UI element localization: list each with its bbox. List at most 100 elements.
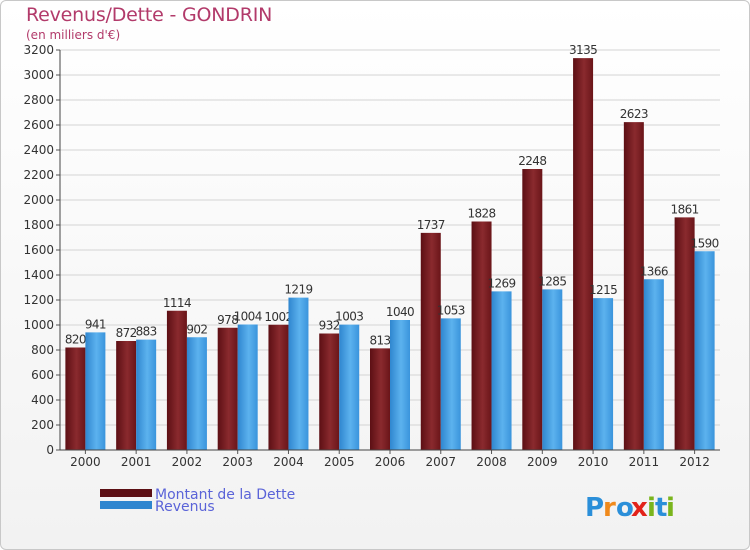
- y-tick-label: 2800: [23, 93, 54, 107]
- label-dette-2011: 2623: [620, 107, 648, 121]
- logo-letter: i: [666, 493, 675, 523]
- label-dette-2007: 1737: [417, 218, 445, 232]
- logo-letter: o: [616, 493, 634, 523]
- label-dette-2012: 1861: [671, 202, 699, 216]
- bar-dette-2007: [420, 232, 441, 450]
- x-tick-label: 2003: [222, 455, 253, 469]
- label-dette-2004: 1002: [264, 310, 292, 324]
- label-revenus-2009: 1285: [538, 274, 566, 288]
- bar-dette-2005: [319, 333, 340, 450]
- bar-dette-2006: [370, 348, 390, 450]
- bar-dette-2003: [217, 327, 238, 450]
- y-tick-label: 2200: [23, 168, 54, 182]
- bar-revenus-2003: [237, 324, 258, 450]
- bar-dette-2004: [268, 324, 289, 450]
- bar-revenus-2012: [694, 251, 715, 450]
- label-dette-2002: 1114: [163, 296, 191, 310]
- x-tick-label: 2001: [121, 455, 152, 469]
- legend-label-revenus: Revenus: [155, 499, 215, 515]
- y-tick-label: 1600: [23, 243, 54, 257]
- y-tick-label: 1400: [23, 268, 54, 282]
- legend-swatch-dette: [100, 489, 152, 497]
- y-tick-label: 2000: [23, 193, 54, 207]
- bar-dette-2011: [623, 122, 644, 450]
- label-dette-2001: 872: [116, 326, 137, 340]
- y-tick-label: 1000: [23, 318, 54, 332]
- y-tick-label: 1200: [23, 293, 54, 307]
- x-tick-label: 2010: [578, 455, 609, 469]
- y-tick-label: 200: [31, 418, 54, 432]
- label-revenus-2001: 883: [136, 325, 157, 339]
- bar-dette-2010: [573, 58, 594, 450]
- bar-revenus-2002: [186, 337, 207, 450]
- y-tick-label: 800: [31, 343, 54, 357]
- x-tick-label: 2000: [70, 455, 101, 469]
- y-tick-label: 600: [31, 368, 54, 382]
- y-tick-label: 0: [46, 443, 54, 457]
- label-revenus-2004: 1219: [284, 283, 312, 297]
- x-tick-label: 2006: [375, 455, 406, 469]
- bar-dette-2008: [471, 221, 492, 450]
- proxiti-logo: Pr ox i ti: [585, 493, 675, 523]
- bar-revenus-2008: [491, 291, 512, 450]
- label-revenus-2012: 1590: [691, 236, 719, 250]
- label-revenus-2006: 1040: [386, 305, 414, 319]
- bar-revenus-2010: [593, 298, 614, 450]
- label-revenus-2003: 1004: [234, 310, 262, 324]
- label-dette-2010: 3135: [569, 43, 597, 57]
- x-tick-label: 2004: [273, 455, 304, 469]
- bar-dette-2002: [166, 310, 187, 450]
- label-dette-2009: 2248: [518, 154, 546, 168]
- logo-letter: i: [647, 493, 656, 523]
- logo-letter: r: [603, 493, 616, 523]
- label-revenus-2005: 1003: [335, 310, 363, 324]
- y-tick-label: 1800: [23, 218, 54, 232]
- bar-revenus-2004: [288, 297, 309, 450]
- logo-letter: P: [585, 493, 604, 523]
- x-tick-label: 2012: [679, 455, 710, 469]
- bar-dette-2012: [674, 217, 695, 450]
- bar-revenus-2001: [136, 339, 157, 450]
- chart-title: Revenus/Dette - GONDRIN: [26, 4, 273, 26]
- bar-revenus-2009: [542, 289, 563, 450]
- label-revenus-2008: 1269: [487, 276, 515, 290]
- x-tick-label: 2002: [172, 455, 203, 469]
- label-dette-2003: 978: [217, 313, 238, 327]
- logo-letter: x: [631, 493, 648, 523]
- bar-revenus-2000: [85, 332, 106, 450]
- axes: 0 200 400 600 800 1000 1200 1400 1600 1800 2000 220…: [23, 43, 720, 469]
- label-dette-2005: 932: [319, 319, 340, 333]
- label-revenus-2007: 1053: [437, 303, 465, 317]
- x-tick-label: 2009: [527, 455, 558, 469]
- label-dette-2008: 1828: [467, 207, 495, 221]
- y-tick-label: 2600: [23, 118, 54, 132]
- x-tick-label: 2011: [629, 455, 660, 469]
- x-tick-label: 2007: [425, 455, 456, 469]
- label-revenus-2002: 902: [186, 322, 207, 336]
- y-tick-label: 3200: [23, 43, 54, 57]
- x-tick-label: 2008: [476, 455, 507, 469]
- bar-dette-2001: [116, 341, 137, 450]
- x-tick-label: 2005: [324, 455, 355, 469]
- legend-swatch-revenus: [100, 501, 152, 509]
- bar-revenus-2005: [339, 324, 360, 450]
- y-tick-label: 400: [31, 393, 54, 407]
- bar-dette-2000: [65, 347, 86, 450]
- label-dette-2000: 820: [65, 333, 86, 347]
- bar-revenus-2006: [390, 320, 410, 450]
- label-revenus-2010: 1215: [589, 283, 617, 297]
- label-revenus-2000: 941: [85, 317, 106, 331]
- bar-dette-2009: [522, 169, 543, 450]
- y-tick-label: 2400: [23, 143, 54, 157]
- legend-label-dette: Montant de la Dette: [155, 487, 295, 503]
- bar-revenus-2011: [643, 279, 664, 450]
- logo-letter: t: [655, 493, 667, 523]
- label-dette-2006: 813: [369, 333, 390, 347]
- label-revenus-2011: 1366: [640, 264, 668, 278]
- y-tick-label: 3000: [23, 68, 54, 82]
- bar-revenus-2007: [440, 318, 461, 450]
- chart-subtitle: (en milliers d'€): [26, 28, 121, 42]
